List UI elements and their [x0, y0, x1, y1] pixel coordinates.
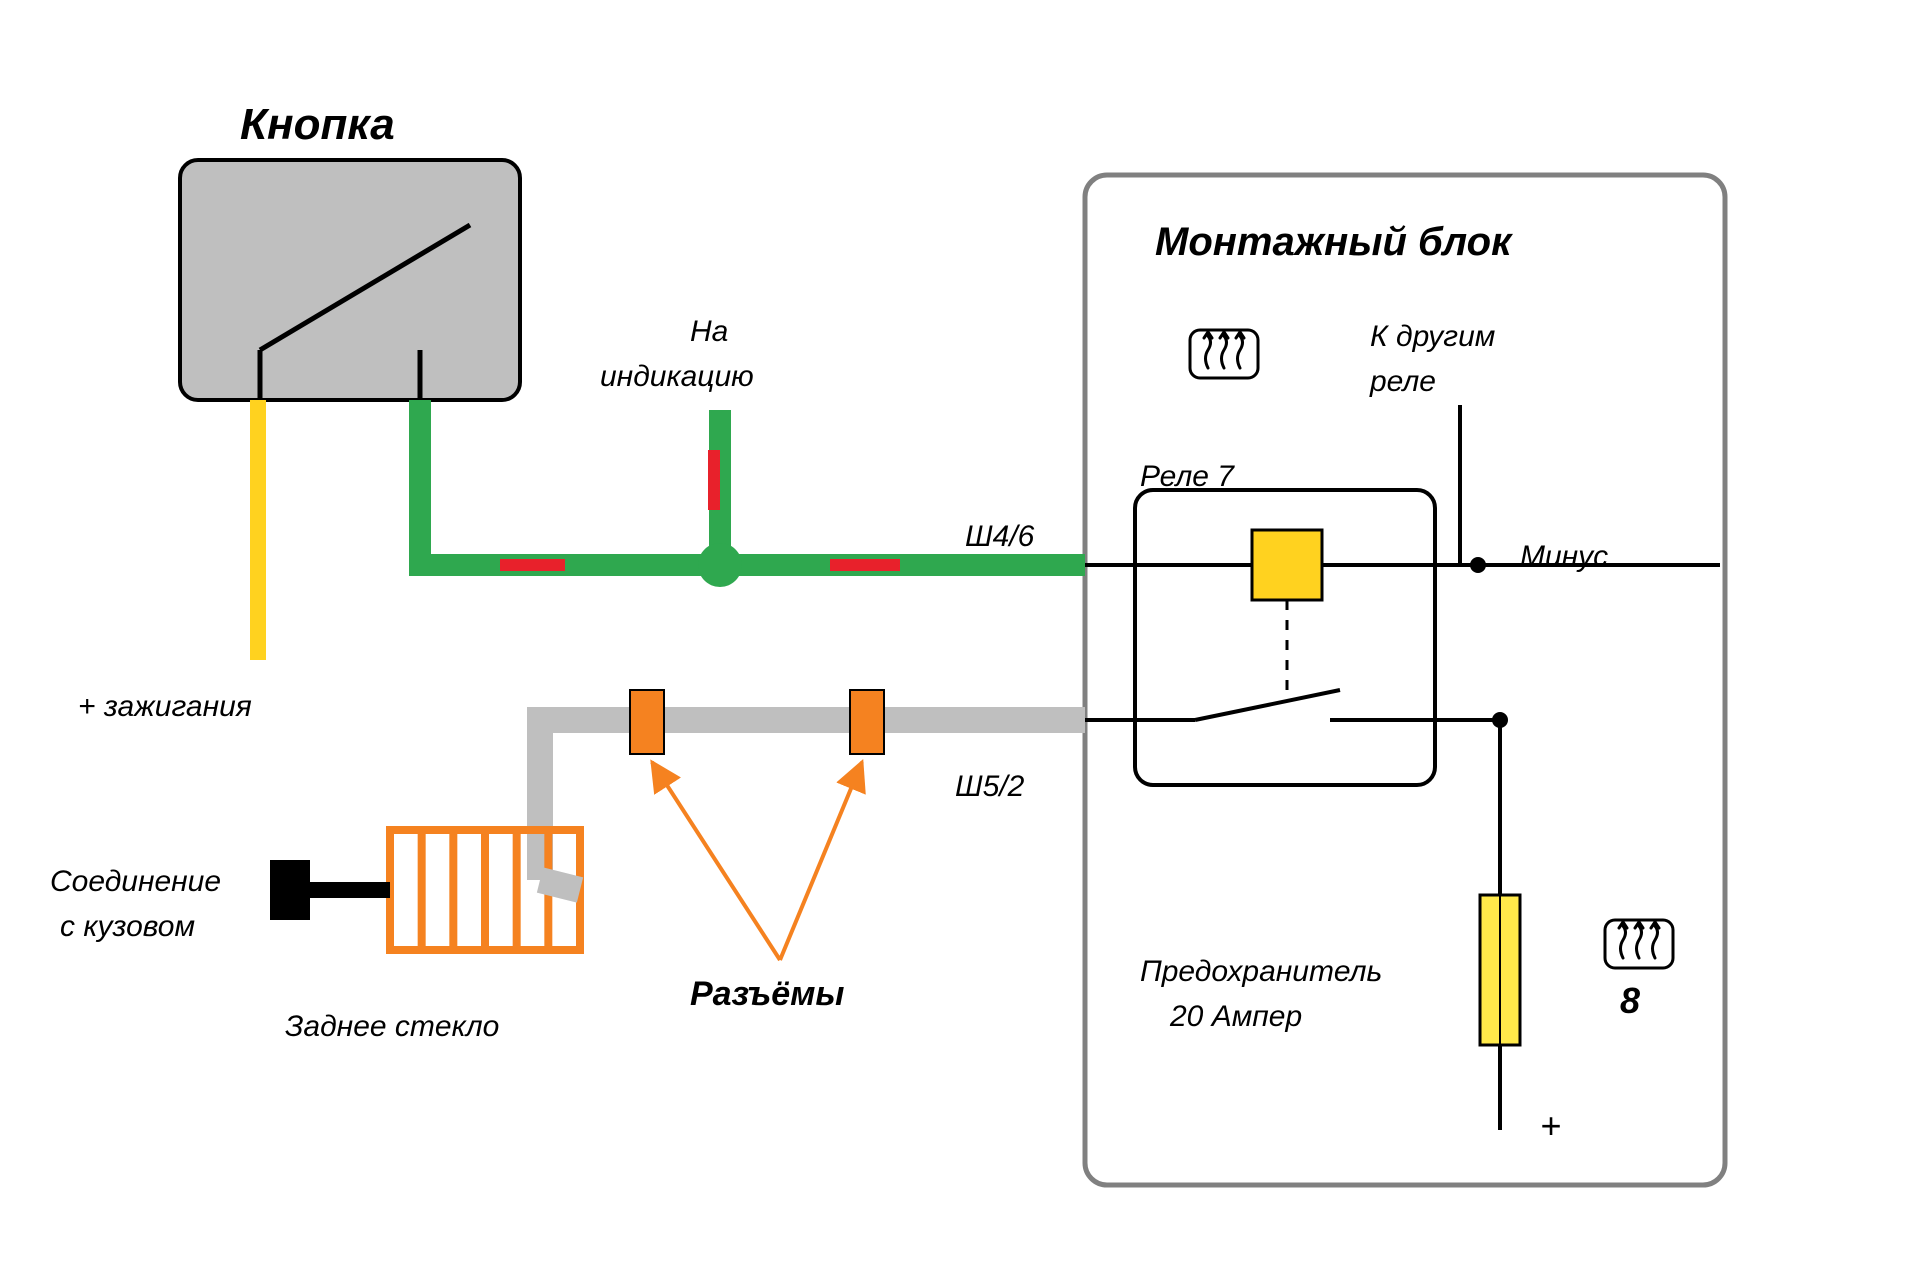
sh52: Ш5/2: [955, 770, 1024, 804]
to_other1: К другим: [1370, 320, 1495, 354]
indication1: На: [690, 315, 728, 349]
ignition: + зажигания: [78, 690, 252, 724]
plus: +: [1540, 1105, 1561, 1147]
diagram-stage: Кнопка + зажигания На индикацию Ш4/6 Ш5/2 Разъ…: [0, 0, 1920, 1266]
rear_glass: Заднее стекло: [285, 1010, 499, 1044]
fuse1: Предохранитель: [1140, 955, 1382, 989]
sh46: Ш4/6: [965, 520, 1034, 554]
body_conn1: Соединение: [50, 865, 221, 899]
fuse2: 20 Ампер: [1170, 1000, 1302, 1034]
minus: Минус: [1520, 540, 1608, 574]
indication2: индикацию: [600, 360, 754, 394]
body_conn2: с кузовом: [60, 910, 195, 944]
to_other2: реле: [1370, 365, 1436, 399]
relay7: Реле 7: [1140, 460, 1234, 494]
connectors: Разъёмы: [690, 975, 844, 1014]
block_title: Монтажный блок: [1155, 220, 1511, 265]
button_title: Кнопка: [240, 100, 395, 150]
eight: 8: [1620, 980, 1640, 1022]
diagram-svg: [0, 0, 1920, 1266]
